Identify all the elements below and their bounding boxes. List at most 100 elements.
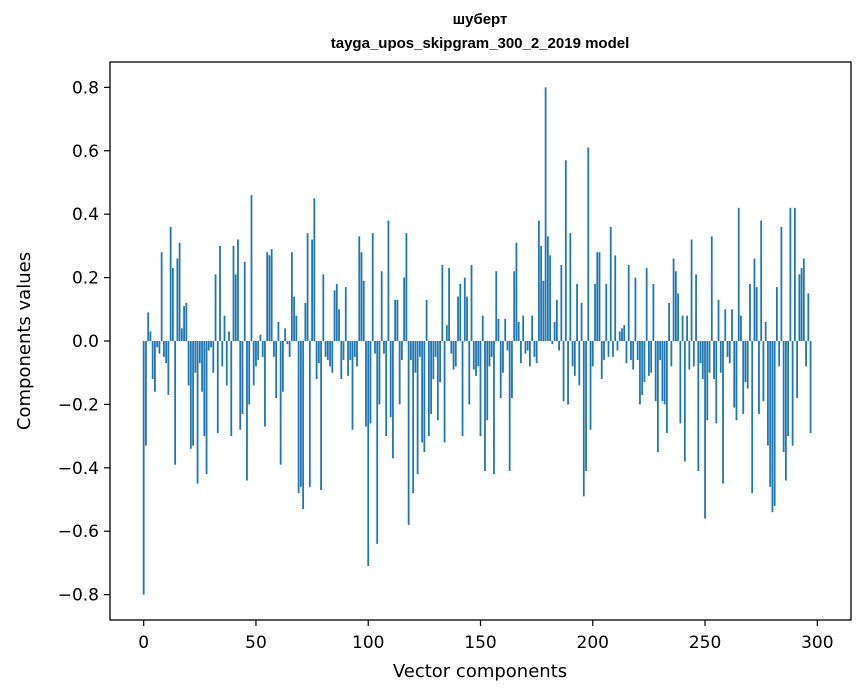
y-tick-label: 0.0 [72, 332, 99, 352]
bar [232, 245, 235, 341]
bar [713, 341, 715, 380]
bar [585, 341, 587, 471]
bar [214, 274, 217, 341]
bar [259, 334, 262, 341]
bar [695, 274, 697, 341]
bar [284, 328, 287, 341]
bar [454, 341, 457, 367]
plot-frame [109, 61, 852, 621]
bar [513, 271, 516, 341]
bar [392, 341, 394, 459]
bar [338, 309, 340, 341]
bar [546, 236, 549, 342]
x-tick-label: 0 [138, 633, 149, 653]
bar [194, 341, 197, 373]
bar [481, 315, 484, 341]
bar [587, 147, 590, 341]
bar [154, 341, 156, 392]
bar [322, 274, 325, 341]
bar [580, 302, 583, 341]
bar [502, 341, 504, 373]
bar [636, 341, 639, 361]
bar [241, 341, 244, 414]
bar [293, 296, 296, 341]
bar [582, 341, 585, 497]
bar [486, 341, 489, 421]
chart-subtitle: tayga_upos_skipgram_300_2_2019 model [331, 35, 630, 52]
bar [549, 255, 552, 341]
bar [699, 341, 702, 364]
bar [567, 341, 569, 405]
bar [479, 341, 482, 437]
bars-group [142, 87, 812, 595]
bar [569, 233, 572, 341]
bar [497, 318, 500, 341]
bar [526, 341, 529, 351]
bar [286, 341, 289, 345]
bar [600, 341, 603, 380]
bar [558, 341, 560, 351]
bar [351, 341, 354, 430]
bar [466, 296, 468, 341]
bar [389, 341, 392, 418]
bar [414, 341, 417, 373]
bar [228, 331, 230, 341]
bar [230, 341, 233, 437]
bar [758, 341, 760, 414]
bar [416, 341, 419, 475]
bar [461, 341, 464, 437]
bar [407, 341, 410, 525]
bar [755, 287, 758, 341]
bar [165, 341, 168, 364]
bar [789, 207, 792, 341]
bar [529, 341, 531, 367]
bar [169, 226, 172, 341]
bar [535, 341, 538, 364]
bar [401, 341, 403, 361]
bar [782, 341, 785, 452]
bar [212, 341, 215, 373]
bar [223, 315, 226, 341]
bar [760, 220, 763, 341]
bar [216, 341, 219, 433]
bar [468, 341, 471, 405]
bar [668, 302, 671, 341]
bar [679, 341, 682, 424]
bar [719, 341, 722, 373]
bar [275, 341, 278, 399]
bar [484, 341, 486, 471]
bar [205, 341, 208, 475]
x-tick-label: 200 [577, 633, 609, 653]
bar [643, 341, 646, 383]
x-tick-label: 250 [689, 633, 721, 653]
bar [430, 341, 432, 414]
bar [472, 341, 475, 370]
bar [297, 341, 300, 494]
y-tick-label: −0.2 [58, 395, 99, 415]
bar [603, 341, 605, 361]
bar [443, 341, 446, 443]
bar [378, 341, 381, 405]
bar [387, 220, 390, 341]
bar [787, 341, 790, 437]
bar [299, 341, 302, 487]
bar [418, 341, 421, 357]
bar [618, 331, 621, 341]
bar [288, 341, 291, 357]
bar [340, 341, 343, 380]
bar [356, 341, 358, 367]
bar [751, 341, 754, 494]
bar [178, 242, 181, 341]
y-tick-label: 0.8 [72, 78, 99, 98]
bar [183, 306, 185, 342]
bar [724, 309, 727, 341]
bar [623, 325, 626, 341]
bar [174, 341, 177, 465]
bar [376, 341, 379, 544]
bar [475, 341, 477, 376]
bar [306, 233, 309, 341]
bar [665, 341, 668, 433]
bar [717, 299, 720, 341]
bar [632, 341, 635, 370]
bar [427, 341, 430, 437]
